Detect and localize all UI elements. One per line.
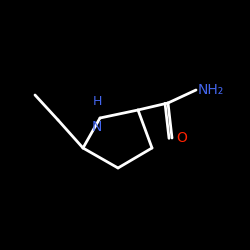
Text: O: O <box>176 131 187 145</box>
Text: H: H <box>92 95 102 108</box>
Text: N: N <box>92 120 102 134</box>
Text: NH₂: NH₂ <box>198 83 224 97</box>
